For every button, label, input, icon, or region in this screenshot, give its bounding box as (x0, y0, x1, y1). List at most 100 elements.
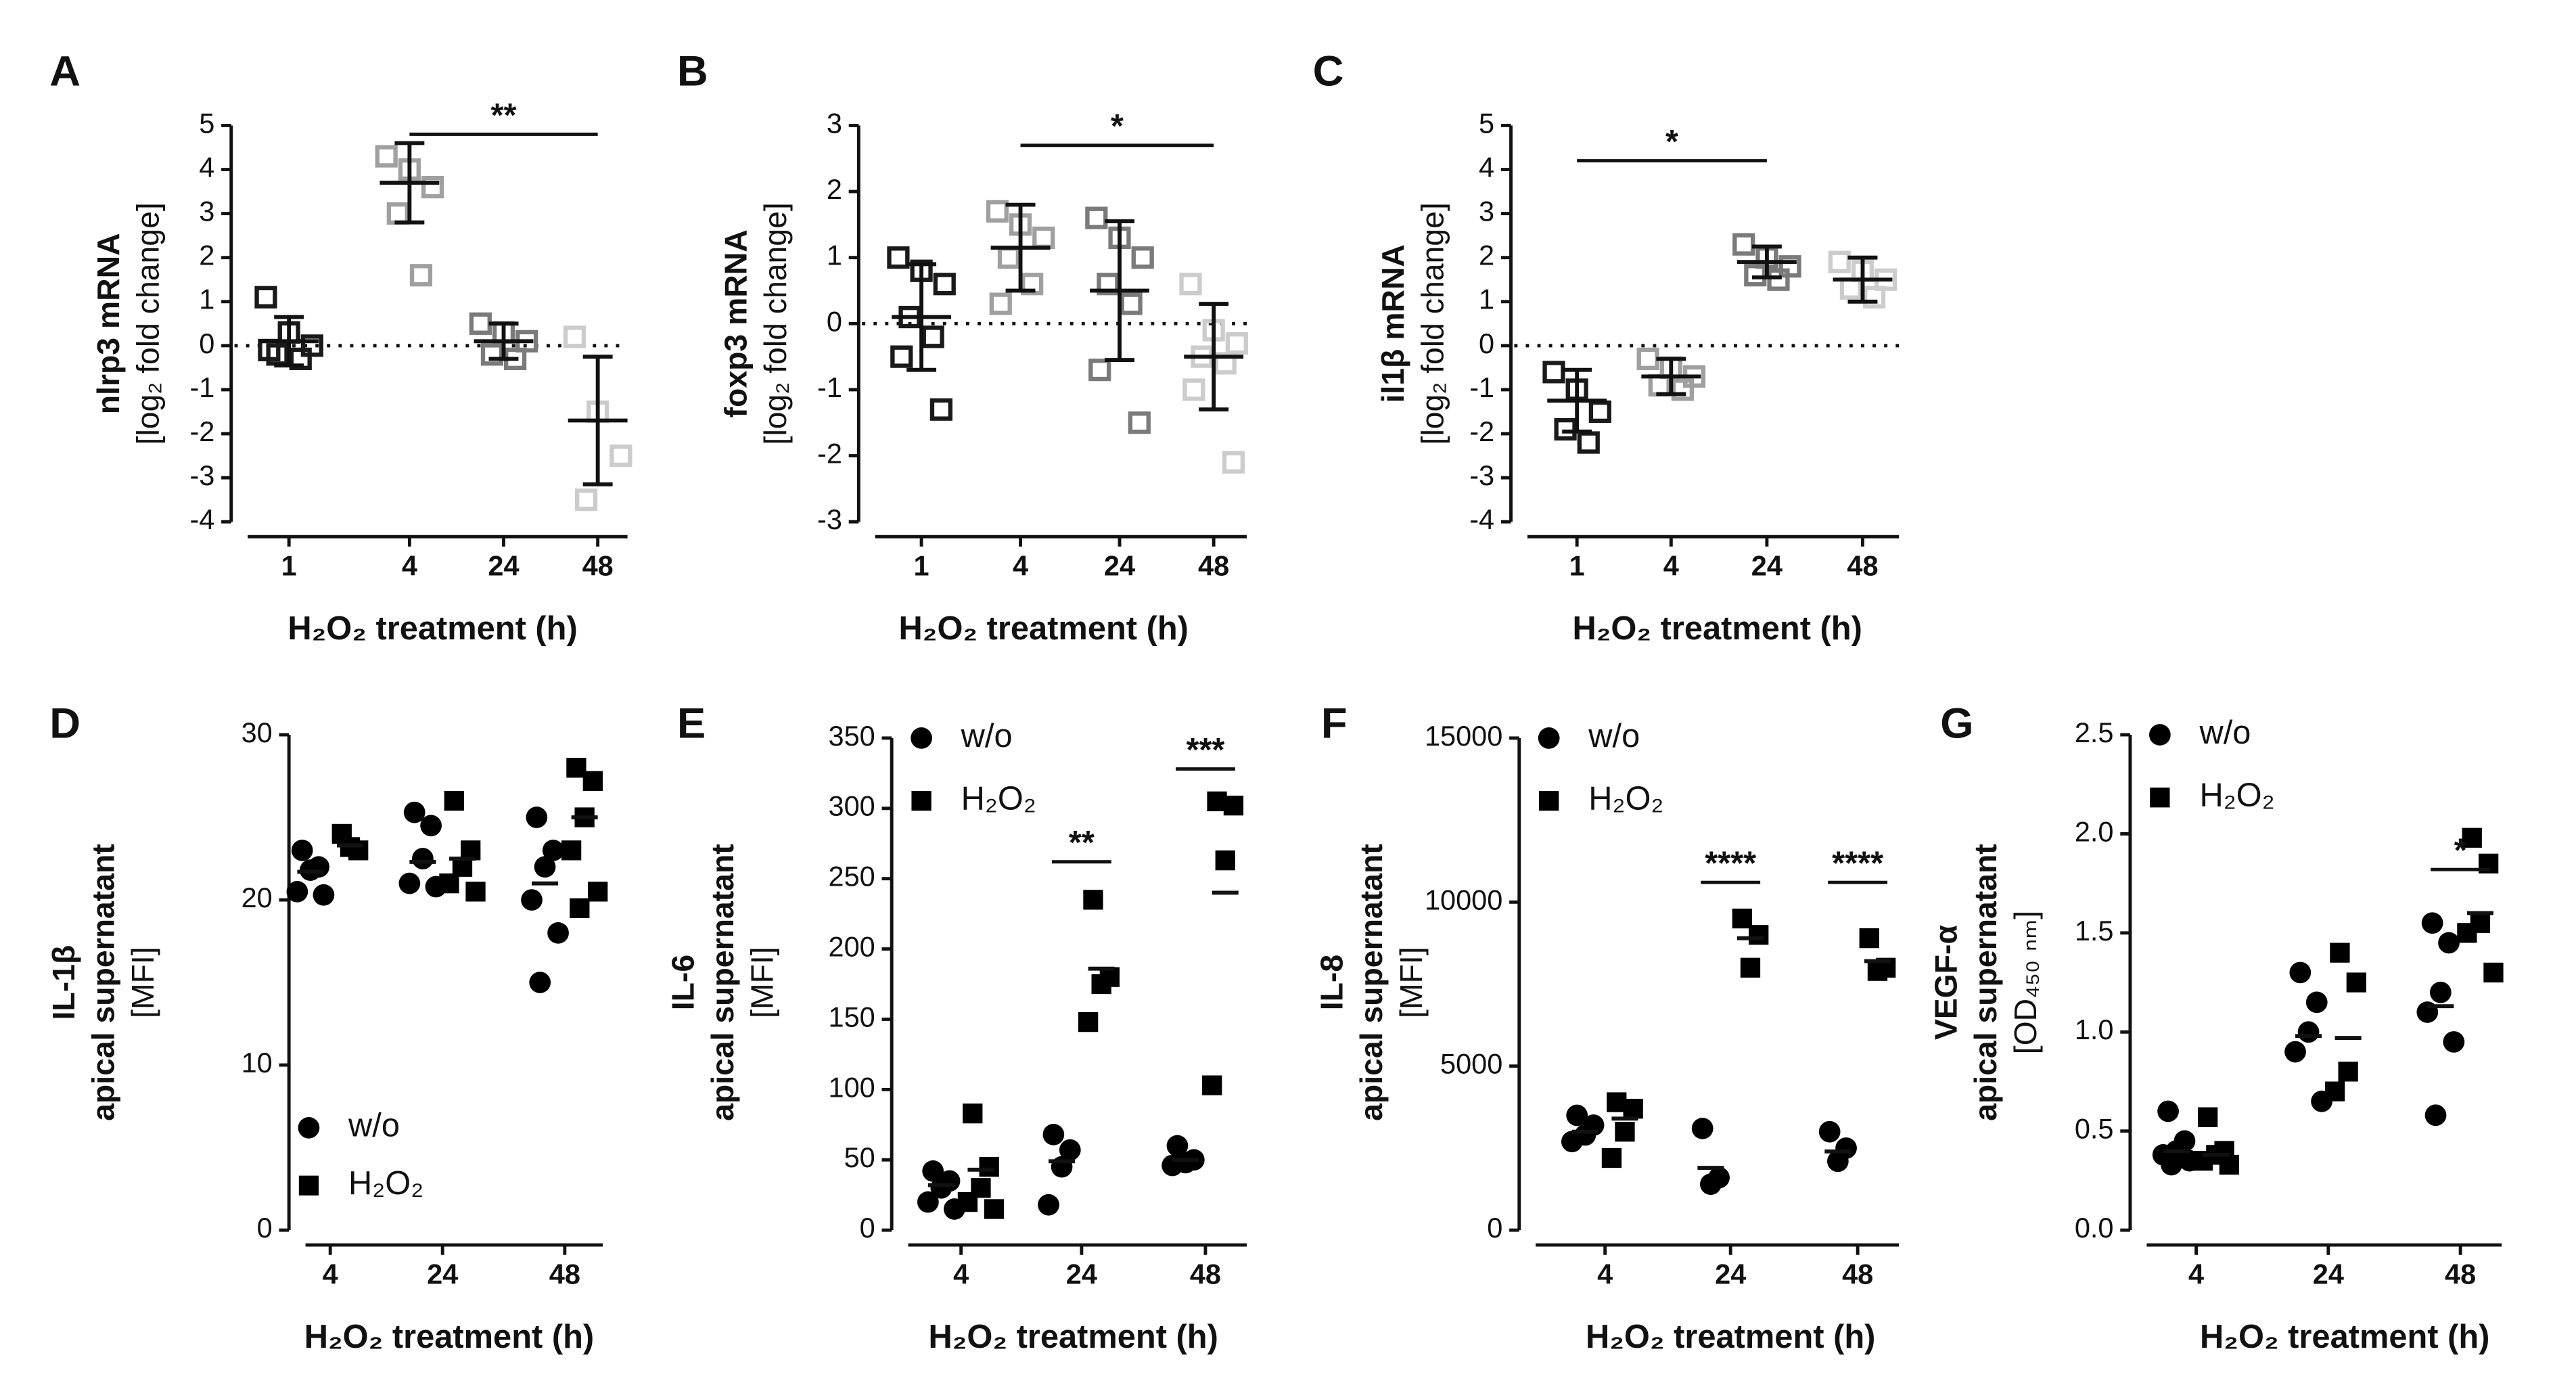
y-tick-label: 0 (827, 305, 842, 337)
data-point (930, 1177, 952, 1199)
y-axis-label: [MFI] (125, 947, 160, 1018)
panel-label: F (1321, 700, 1348, 748)
data-point (1826, 1150, 1849, 1173)
data-point (561, 840, 582, 861)
y-tick-label: 100 (829, 1071, 875, 1103)
data-point (1818, 1120, 1841, 1143)
data-point (957, 1191, 978, 1212)
x-axis-label: H₂O₂ treatment (h) (304, 1319, 594, 1355)
data-point (2305, 991, 2328, 1014)
data-point (403, 801, 426, 823)
data-point (444, 790, 464, 811)
y-tick-label: -3 (817, 503, 842, 535)
y-tick-label: 0.5 (2075, 1113, 2114, 1145)
legend-marker (1539, 790, 1559, 811)
y-axis-label: apical supernatant (1968, 844, 2003, 1121)
x-tick-label: 24 (2313, 1258, 2344, 1290)
panel-label: E (677, 700, 706, 748)
data-point (1767, 268, 1790, 291)
x-tick-label: 1 (281, 549, 297, 581)
x-tick-label: 4 (1663, 549, 1679, 581)
y-tick-label: 350 (829, 720, 875, 752)
x-tick-label: 24 (427, 1258, 458, 1290)
data-point (979, 1157, 999, 1177)
y-tick-label: 0 (199, 327, 214, 359)
significance-label: **** (1832, 846, 1883, 882)
data-point (2429, 981, 2452, 1003)
y-tick-label: 5000 (1440, 1048, 1502, 1080)
data-point (1042, 1123, 1065, 1145)
data-point (1867, 961, 1888, 981)
data-point (2457, 923, 2477, 943)
data-point (254, 286, 277, 309)
x-tick-label: 4 (1013, 549, 1028, 581)
data-point (439, 873, 459, 894)
data-point (1636, 347, 1659, 370)
data-point (933, 273, 956, 296)
data-point (921, 325, 944, 348)
y-tick-label: 4 (199, 152, 214, 183)
data-point (1088, 359, 1111, 382)
data-point (1839, 277, 1862, 300)
data-point (1554, 417, 1577, 441)
data-point (1749, 925, 1769, 945)
y-tick-label: 1 (1479, 283, 1494, 315)
legend-marker (1538, 727, 1560, 749)
y-tick-label: -2 (189, 415, 214, 447)
x-tick-label: 48 (1842, 1258, 1873, 1290)
y-tick-label: 2 (1479, 240, 1494, 271)
legend-label: H₂O₂ (961, 781, 1036, 817)
data-point (521, 889, 543, 911)
data-point (2443, 1031, 2465, 1053)
y-tick-label: 2 (827, 173, 842, 205)
data-point (2424, 1104, 2447, 1127)
data-point (1214, 352, 1237, 375)
data-point (1691, 1117, 1714, 1139)
data-point (570, 898, 590, 918)
panel-label: A (49, 48, 80, 95)
data-point (1032, 226, 1055, 250)
panel-label: B (677, 48, 708, 95)
data-point (2483, 962, 2504, 983)
data-point (588, 882, 608, 902)
x-tick-label: 4 (1597, 1258, 1613, 1290)
y-tick-label: -3 (1469, 459, 1494, 491)
x-tick-label: 48 (549, 1258, 580, 1290)
y-axis-label: [log₂ fold change] (1414, 202, 1450, 445)
panel-label: D (49, 700, 80, 748)
data-point (2324, 1081, 2345, 1101)
data-point (1021, 273, 1044, 296)
legend-label: H₂O₂ (1588, 781, 1663, 817)
y-axis-label: IL-6 (665, 955, 700, 1010)
x-axis-label: H₂O₂ treatment (h) (1572, 610, 1862, 647)
data-point (1222, 451, 1245, 474)
y-tick-label: 0 (1479, 327, 1494, 359)
x-tick-label: 4 (402, 549, 417, 581)
data-point (2346, 972, 2366, 993)
significance-label: ** (491, 97, 517, 134)
x-axis-label: H₂O₂ treatment (h) (899, 610, 1189, 647)
x-tick-label: 48 (1198, 549, 1229, 581)
data-point (574, 488, 598, 511)
legend-marker (2150, 788, 2170, 808)
data-point (2289, 961, 2312, 984)
x-tick-label: 4 (323, 1258, 338, 1290)
data-point (291, 839, 313, 861)
y-tick-label: 10 (242, 1047, 273, 1078)
x-axis-label: H₂O₂ treatment (h) (288, 610, 577, 647)
data-point (2462, 827, 2482, 848)
panel-label: G (1940, 700, 1973, 748)
legend-marker (911, 727, 932, 749)
significance-label: ** (1069, 825, 1095, 861)
y-axis-label: [MFI] (744, 947, 779, 1018)
data-point (610, 444, 632, 468)
y-tick-label: -1 (189, 371, 214, 403)
data-point (1131, 246, 1154, 269)
y-axis-label: IL-1β (46, 945, 81, 1020)
data-point (887, 246, 910, 269)
data-point (2284, 1041, 2306, 1063)
x-tick-label: 1 (914, 549, 929, 581)
data-point (1059, 1139, 1081, 1161)
y-tick-label: 3 (199, 196, 214, 227)
data-point (1202, 1075, 1222, 1095)
